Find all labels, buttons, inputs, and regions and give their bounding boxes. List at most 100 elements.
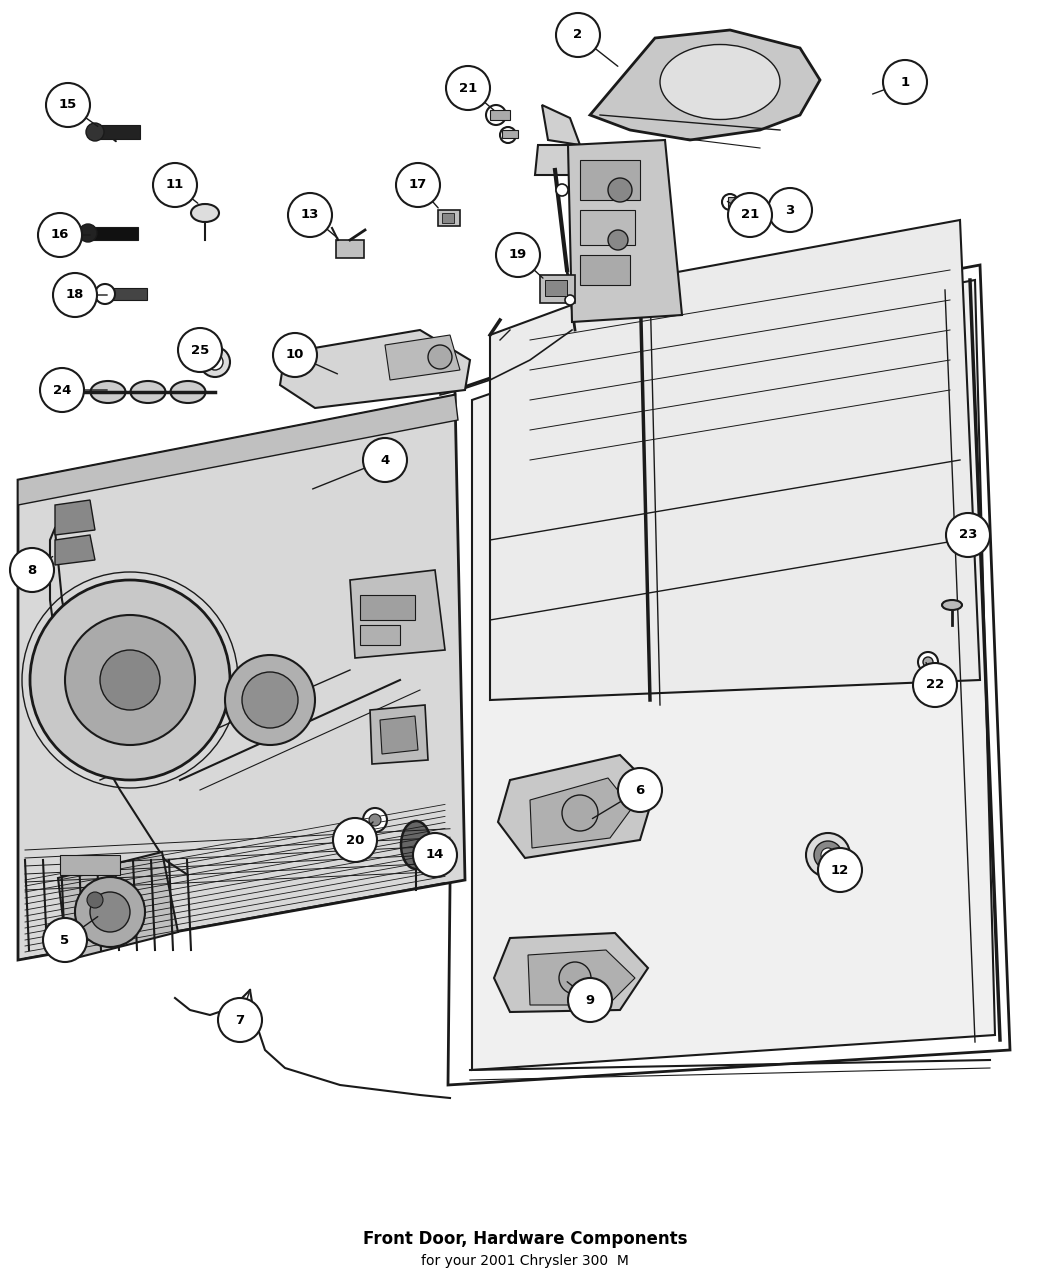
Circle shape (768, 187, 812, 232)
Polygon shape (385, 335, 460, 380)
Text: 20: 20 (345, 834, 364, 847)
Circle shape (413, 833, 457, 877)
Text: 25: 25 (191, 343, 209, 357)
Circle shape (722, 194, 738, 210)
Polygon shape (350, 570, 445, 658)
Bar (545, 280, 567, 296)
Text: 23: 23 (959, 529, 978, 542)
Text: for your 2001 Chrysler 300  M: for your 2001 Chrysler 300 M (421, 1255, 629, 1269)
Circle shape (363, 808, 387, 833)
Circle shape (486, 105, 506, 125)
Circle shape (818, 848, 862, 892)
Circle shape (65, 615, 195, 745)
Text: 12: 12 (831, 863, 849, 876)
Bar (490, 110, 510, 120)
Text: 17: 17 (408, 179, 427, 191)
Polygon shape (590, 31, 820, 140)
Circle shape (79, 224, 97, 242)
Ellipse shape (90, 381, 126, 403)
Circle shape (90, 892, 130, 932)
Ellipse shape (660, 45, 780, 120)
Bar (360, 595, 415, 620)
Circle shape (608, 179, 632, 201)
Bar (580, 210, 635, 245)
Circle shape (814, 842, 842, 870)
Text: Front Door, Hardware Components: Front Door, Hardware Components (362, 1230, 688, 1248)
Circle shape (43, 918, 87, 963)
Bar (438, 210, 460, 226)
Polygon shape (472, 280, 995, 1070)
Circle shape (178, 328, 222, 372)
Text: 3: 3 (785, 204, 795, 217)
Text: 14: 14 (426, 848, 444, 862)
Polygon shape (490, 221, 980, 700)
Circle shape (273, 333, 317, 377)
Circle shape (30, 580, 230, 780)
Circle shape (363, 439, 407, 482)
Bar (728, 198, 746, 207)
Bar (60, 856, 120, 875)
Polygon shape (58, 852, 178, 960)
Circle shape (883, 60, 927, 105)
Circle shape (821, 848, 835, 862)
Bar (580, 159, 640, 200)
Polygon shape (280, 330, 470, 408)
Polygon shape (542, 105, 580, 145)
Text: 11: 11 (166, 179, 184, 191)
Bar (90, 227, 138, 240)
Circle shape (225, 655, 315, 745)
Circle shape (923, 657, 933, 667)
Text: 4: 4 (380, 454, 390, 467)
Circle shape (806, 833, 850, 877)
Ellipse shape (401, 821, 430, 870)
Circle shape (369, 813, 381, 826)
Ellipse shape (942, 601, 962, 609)
Circle shape (496, 233, 540, 277)
Circle shape (153, 163, 197, 207)
Circle shape (200, 347, 230, 377)
Bar (580, 255, 630, 286)
Text: 21: 21 (741, 209, 759, 222)
Text: 19: 19 (509, 249, 527, 261)
Circle shape (75, 877, 145, 947)
Text: 5: 5 (61, 933, 69, 946)
Bar (360, 625, 400, 645)
Bar (94, 125, 140, 139)
Circle shape (428, 346, 452, 368)
Circle shape (618, 768, 662, 812)
Bar (442, 213, 454, 223)
Text: 13: 13 (300, 209, 319, 222)
Circle shape (396, 163, 440, 207)
Text: 8: 8 (27, 564, 37, 576)
Circle shape (218, 998, 262, 1042)
Circle shape (100, 650, 160, 710)
Circle shape (728, 193, 772, 237)
Circle shape (94, 284, 116, 303)
Ellipse shape (130, 381, 166, 403)
Circle shape (568, 978, 612, 1023)
Text: 6: 6 (635, 784, 645, 797)
Circle shape (52, 273, 97, 317)
Circle shape (288, 193, 332, 237)
Circle shape (556, 184, 568, 196)
Text: 21: 21 (459, 82, 477, 94)
Polygon shape (530, 778, 632, 848)
Text: 9: 9 (586, 993, 594, 1006)
Text: 22: 22 (926, 678, 944, 691)
Circle shape (918, 652, 938, 672)
Ellipse shape (191, 204, 219, 222)
Bar (540, 275, 575, 303)
Polygon shape (370, 705, 428, 764)
Text: 16: 16 (50, 228, 69, 241)
Circle shape (559, 963, 591, 994)
Circle shape (562, 796, 598, 831)
Circle shape (87, 892, 103, 908)
Polygon shape (448, 265, 1010, 1085)
Polygon shape (568, 140, 682, 323)
Circle shape (242, 672, 298, 728)
Circle shape (40, 368, 84, 412)
Circle shape (565, 295, 575, 305)
Circle shape (333, 819, 377, 862)
Polygon shape (380, 717, 418, 754)
Circle shape (556, 13, 600, 57)
